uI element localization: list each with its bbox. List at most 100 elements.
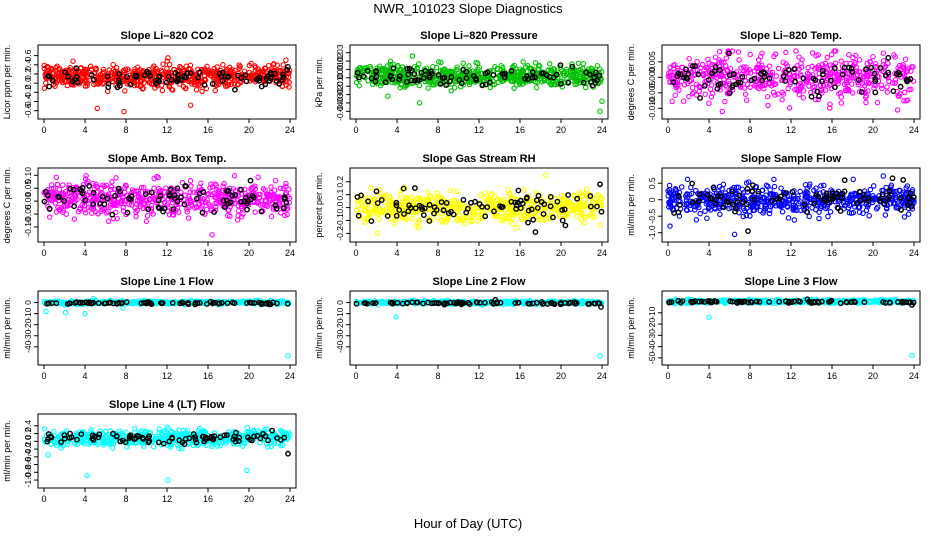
data-point (879, 85, 885, 92)
data-point (482, 213, 489, 220)
data-point (251, 72, 257, 79)
series-samples (353, 172, 605, 237)
data-point (908, 86, 914, 93)
data-point (850, 90, 856, 96)
data-point (796, 54, 802, 60)
x-tick-label: 4 (394, 125, 399, 135)
data-point (54, 63, 60, 70)
x-tick-label: 24 (909, 125, 919, 135)
data-point (533, 84, 540, 91)
data-point (412, 77, 418, 84)
data-point (449, 72, 455, 78)
data-point (472, 198, 478, 205)
data-point (578, 217, 585, 223)
data-point (220, 62, 226, 68)
data-point (827, 62, 834, 68)
x-tick-label: 0 (665, 248, 670, 258)
x-tick-label: 20 (244, 125, 254, 135)
data-point (238, 198, 245, 205)
data-point (868, 64, 874, 71)
data-point (669, 72, 675, 78)
x-tick-label: 24 (597, 371, 607, 381)
data-point (713, 74, 720, 81)
data-point (900, 64, 907, 71)
data-point (779, 209, 786, 215)
data-point (103, 74, 110, 81)
data-point (183, 63, 190, 69)
data-point (761, 82, 768, 89)
x-tick-label: 8 (123, 371, 128, 381)
x-tick-label: 8 (435, 125, 440, 135)
data-point (693, 217, 700, 223)
data-point (689, 84, 696, 91)
data-point (786, 105, 793, 111)
data-point (60, 182, 66, 188)
data-point (677, 71, 684, 78)
x-tick-label: 16 (515, 371, 525, 381)
data-point (838, 58, 844, 64)
data-point (720, 181, 727, 188)
data-point (809, 63, 815, 70)
data-point (808, 93, 815, 100)
data-point (749, 188, 756, 195)
data-point (779, 97, 785, 103)
data-point (594, 77, 600, 84)
y-tick-label: -0.05 (23, 204, 33, 224)
data-point (706, 100, 712, 106)
data-point (872, 89, 879, 96)
data-point (163, 79, 170, 86)
data-point (143, 218, 150, 225)
data-point (812, 77, 819, 84)
data-point (440, 68, 446, 75)
data-point (356, 82, 363, 89)
data-point (416, 82, 423, 89)
x-tick-label: 0 (353, 125, 358, 135)
data-point (841, 188, 848, 195)
data-point (800, 94, 807, 101)
data-point (166, 83, 173, 90)
data-point (797, 188, 803, 195)
data-point (865, 88, 871, 94)
data-point (522, 64, 529, 70)
y-tick-label: -0.10 (23, 217, 33, 237)
data-point (558, 81, 564, 87)
data-point (466, 63, 472, 69)
data-point (669, 98, 675, 105)
data-point (367, 63, 373, 70)
data-point (904, 67, 911, 73)
data-point (367, 184, 374, 191)
data-point (454, 64, 460, 70)
data-point (202, 76, 208, 83)
data-point (726, 90, 733, 97)
data-point (198, 180, 204, 187)
data-point (404, 65, 411, 72)
data-point (271, 60, 277, 67)
data-point (684, 75, 690, 82)
data-point (565, 192, 571, 198)
data-point (258, 83, 265, 90)
data-point (880, 58, 887, 64)
data-point (682, 66, 689, 73)
data-point (279, 71, 286, 78)
outlier-point (597, 181, 603, 188)
x-tick-label: 16 (827, 125, 837, 135)
y-axis-label: percent per min. (314, 172, 324, 237)
data-point (838, 100, 845, 106)
data-point (743, 64, 749, 71)
data-point (787, 81, 793, 87)
data-point (403, 79, 410, 85)
data-point (670, 79, 677, 86)
data-point (885, 69, 892, 76)
data-point (822, 60, 829, 67)
data-point (872, 78, 879, 85)
data-point (689, 180, 696, 187)
x-tick-label: 24 (285, 248, 295, 258)
data-point (837, 208, 844, 214)
x-tick-label: 16 (827, 248, 837, 258)
data-point (134, 82, 141, 89)
data-point (580, 61, 587, 67)
data-point (508, 68, 515, 74)
data-point (785, 66, 792, 73)
data-point (529, 69, 536, 76)
